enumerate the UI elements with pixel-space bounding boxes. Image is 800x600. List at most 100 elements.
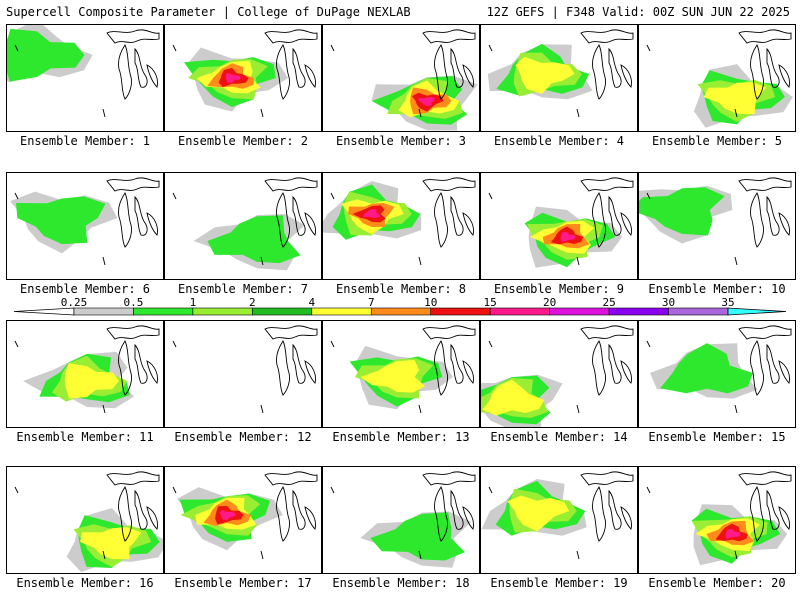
scp-map-3 <box>330 29 478 131</box>
scp-contour-4 <box>80 527 142 560</box>
panel-caption: Ensemble Member: 2 <box>177 134 309 148</box>
scp-contour-4 <box>703 82 767 115</box>
scp-map-14 <box>481 325 634 427</box>
scp-contour-7 <box>560 232 576 242</box>
great-lakes-outline <box>738 177 792 248</box>
great-lakes-outline <box>106 471 160 542</box>
scp-contour-7 <box>225 73 241 83</box>
panel-caption: Ensemble Member: 17 <box>174 576 312 590</box>
map-border-marks <box>330 340 422 414</box>
great-lakes-outline <box>264 325 318 396</box>
colorbar-swatch <box>192 307 253 316</box>
map-border-marks <box>14 44 106 118</box>
ensemble-panel-20 <box>638 466 796 574</box>
scp-map-1 <box>7 25 160 118</box>
colorbar-tick-label: 0.5 <box>123 296 144 309</box>
scp-map-12 <box>172 325 318 414</box>
colorbar-min-arrow <box>13 307 75 316</box>
ensemble-panel-18 <box>322 466 480 574</box>
ensemble-panel-17 <box>164 466 322 574</box>
colorbar-swatch <box>430 307 491 316</box>
scp-map-11 <box>14 325 160 414</box>
great-lakes-outline <box>264 29 318 100</box>
colorbar-tick-label: 30 <box>661 296 676 309</box>
panel-caption: Ensemble Member: 20 <box>648 576 786 590</box>
scp-contour-4 <box>360 359 426 393</box>
scp-contour-7 <box>725 528 741 539</box>
panel-caption: Ensemble Member: 7 <box>177 282 309 296</box>
map-border-marks <box>646 44 738 118</box>
scp-contour-2 <box>7 28 85 82</box>
map-border-marks <box>488 44 580 118</box>
panel-caption: Ensemble Member: 10 <box>648 282 786 296</box>
panel-caption: Ensemble Member: 18 <box>332 576 470 590</box>
colorbar-swatch <box>73 307 134 316</box>
colorbar-swatch <box>608 307 669 316</box>
scp-contour-2 <box>370 512 465 561</box>
panel-caption: Ensemble Member: 15 <box>648 430 786 444</box>
panel-caption: Ensemble Member: 14 <box>490 430 628 444</box>
great-lakes-outline <box>580 177 634 248</box>
colorbar-tick-label: 20 <box>543 296 557 309</box>
panel-caption: Ensemble Member: 13 <box>332 430 470 444</box>
colorbar-swatch <box>489 307 550 316</box>
map-border-marks <box>330 192 422 266</box>
panel-caption: Ensemble Member: 4 <box>493 134 625 148</box>
colorbar-swatch <box>252 307 313 316</box>
scp-map-13 <box>330 325 476 414</box>
ensemble-panel-6 <box>6 172 164 280</box>
scp-map-10 <box>639 177 792 266</box>
great-lakes-outline <box>422 177 476 248</box>
colorbar-swatch <box>668 307 729 316</box>
map-border-marks <box>172 340 264 414</box>
map-border-marks <box>14 192 106 266</box>
map-border-marks <box>646 192 738 266</box>
scp-map-7 <box>172 177 318 271</box>
ensemble-panel-8 <box>322 172 480 280</box>
ensemble-panel-2 <box>164 24 322 132</box>
scp-map-18 <box>330 471 476 568</box>
great-lakes-outline <box>580 325 634 396</box>
scp-map-2 <box>172 29 318 118</box>
run-valid-time: 12Z GEFS | F348 Valid: 00Z SUN JUN 22 20… <box>486 5 790 19</box>
panel-caption: Ensemble Member: 9 <box>493 282 625 296</box>
map-border-marks <box>488 192 580 266</box>
scp-map-15 <box>646 325 792 414</box>
ensemble-panel-9 <box>480 172 638 280</box>
colorbar-tick-label: 15 <box>483 296 497 309</box>
map-border-marks <box>646 340 738 414</box>
great-lakes-outline <box>738 29 792 100</box>
scp-contour-4 <box>507 495 570 532</box>
colorbar-tick-label: 7 <box>367 296 375 309</box>
scp-contour-7 <box>219 510 236 521</box>
great-lakes-outline <box>738 325 792 396</box>
ensemble-panel-3 <box>322 24 480 132</box>
colorbar-tick-label: 10 <box>424 296 438 309</box>
panel-caption: Ensemble Member: 6 <box>19 282 151 296</box>
great-lakes-outline <box>106 325 160 396</box>
great-lakes-outline <box>422 325 476 396</box>
map-border-marks <box>172 486 264 560</box>
scp-map-20 <box>646 471 792 566</box>
ensemble-panel-14 <box>480 320 638 428</box>
colorbar-tick-label: 35 <box>721 296 735 309</box>
great-lakes-outline <box>738 471 792 542</box>
map-border-marks <box>488 486 580 560</box>
map-border-marks <box>172 44 264 118</box>
panel-caption: Ensemble Member: 8 <box>335 282 467 296</box>
scp-map-17 <box>172 471 318 560</box>
map-border-marks <box>172 192 264 266</box>
ensemble-panel-11 <box>6 320 164 428</box>
scp-map-6 <box>10 177 160 266</box>
map-border-marks <box>330 486 422 560</box>
scp-map-19 <box>481 471 634 560</box>
great-lakes-outline <box>422 29 476 100</box>
scp-contour-2 <box>660 343 753 394</box>
page-title: Supercell Composite Parameter | College … <box>6 5 411 19</box>
map-border-marks <box>488 340 580 414</box>
great-lakes-outline <box>264 177 318 248</box>
great-lakes-outline <box>580 471 634 542</box>
map-border-marks <box>14 340 106 414</box>
scp-contour-7 <box>363 209 380 218</box>
